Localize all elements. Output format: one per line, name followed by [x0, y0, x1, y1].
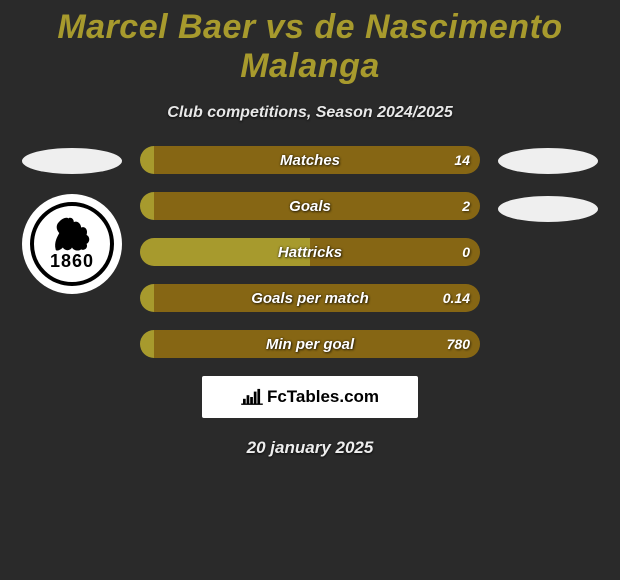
stat-bar-label: Hattricks	[278, 244, 342, 261]
brand-text: FcTables.com	[267, 387, 379, 407]
stat-bar-label: Matches	[280, 152, 340, 169]
page-title: Marcel Baer vs de Nascimento Malanga	[0, 0, 620, 86]
lion-crest-icon	[50, 213, 94, 253]
brand-badge: FcTables.com	[202, 376, 418, 418]
stat-bar: Goals 2	[140, 192, 480, 220]
page-subtitle: Club competitions, Season 2024/2025	[0, 104, 620, 122]
stat-bar: Min per goal 780	[140, 330, 480, 358]
stat-bar-left-segment	[140, 146, 154, 174]
bar-chart-icon	[241, 388, 263, 406]
stat-bar-right-value: 0	[462, 244, 470, 260]
badge-inner-ring: 1860	[30, 202, 114, 286]
stat-bar: Goals per match 0.14	[140, 284, 480, 312]
badge-year: 1860	[50, 251, 94, 272]
right-player-avatar-placeholder	[498, 148, 598, 174]
comparison-row: 1860 Matches 14 Goals 2 Hattricks 0 Goals per …	[0, 146, 620, 358]
stat-bar-label: Goals per match	[251, 290, 369, 307]
left-club-badge: 1860	[22, 194, 122, 294]
stat-bar-right-value: 14	[454, 152, 470, 168]
stat-bar: Hattricks 0	[140, 238, 480, 266]
stat-bar-label: Min per goal	[266, 336, 354, 353]
stat-bar-right-value: 2	[462, 198, 470, 214]
left-player-avatar-placeholder	[22, 148, 122, 174]
stat-bar-label: Goals	[289, 198, 331, 215]
stat-bar-left-segment	[140, 284, 154, 312]
stat-bar-right-value: 780	[447, 336, 470, 352]
stat-bar-left-segment	[140, 330, 154, 358]
stat-bar-left-segment	[140, 192, 154, 220]
stat-bar: Matches 14	[140, 146, 480, 174]
snapshot-date: 20 january 2025	[0, 438, 620, 458]
left-player-column: 1860	[22, 146, 122, 294]
right-club-badge-placeholder	[498, 196, 598, 222]
right-player-column	[498, 146, 598, 222]
stat-bars: Matches 14 Goals 2 Hattricks 0 Goals per match…	[140, 146, 480, 358]
stat-bar-right-value: 0.14	[443, 290, 470, 306]
